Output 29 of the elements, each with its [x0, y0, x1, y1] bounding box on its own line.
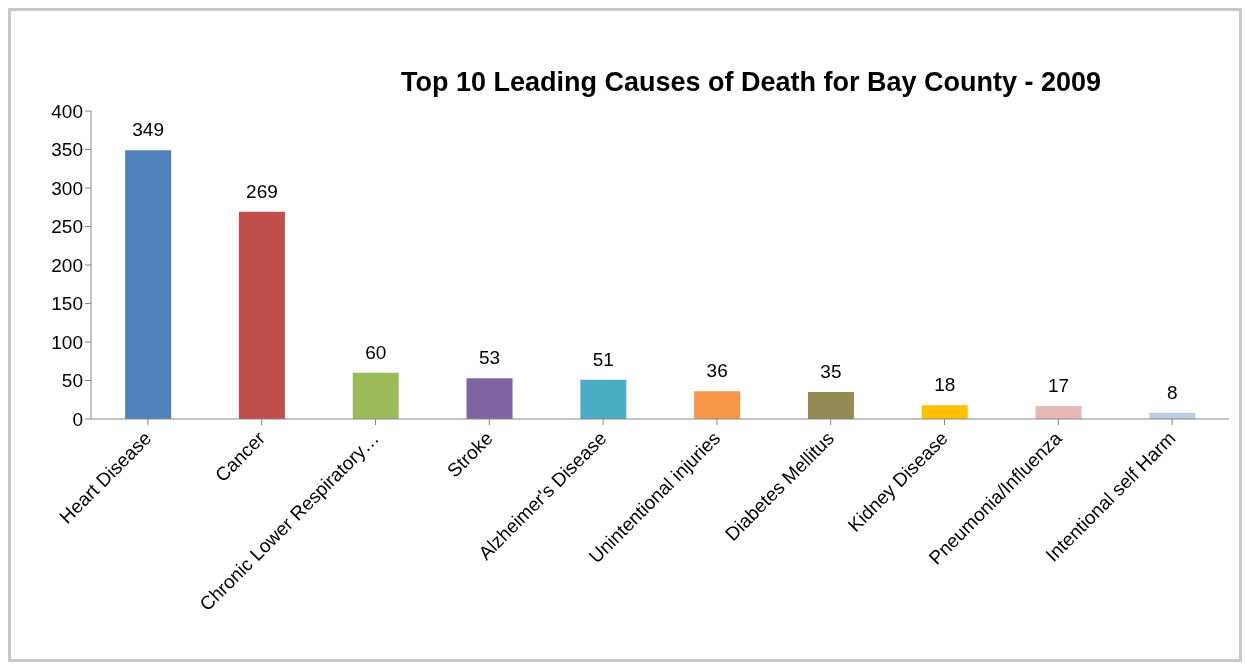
data-label: 36: [706, 360, 728, 382]
y-tick-label: 200: [51, 254, 83, 276]
bar: [466, 378, 513, 419]
bar: [352, 372, 399, 419]
data-label: 8: [1167, 381, 1178, 403]
y-tick-label: 400: [51, 100, 83, 122]
data-label: 18: [934, 374, 956, 396]
y-tick-label: 250: [51, 216, 83, 238]
y-tick-label: 100: [51, 331, 83, 353]
bar: [238, 211, 285, 419]
y-tick-label: 0: [72, 408, 83, 430]
y-tick-label: 300: [51, 177, 83, 199]
data-label: 269: [246, 180, 278, 202]
bar: [580, 379, 627, 419]
bar: [921, 405, 968, 419]
data-label: 53: [478, 347, 501, 369]
bar: [125, 150, 172, 419]
data-label: 349: [132, 119, 164, 141]
y-tick-label: 350: [51, 139, 83, 161]
y-tick-label: 150: [51, 293, 83, 315]
chart-title: Top 10 Leading Causes of Death for Bay County - 2009: [399, 67, 1103, 98]
bar: [1035, 405, 1082, 419]
y-tick-label: 50: [61, 370, 83, 392]
bar: [694, 391, 741, 419]
data-label: 51: [592, 348, 614, 370]
data-label: 60: [365, 341, 387, 363]
bar: [807, 392, 854, 419]
data-label: 35: [820, 361, 842, 383]
data-label: 17: [1047, 374, 1070, 396]
